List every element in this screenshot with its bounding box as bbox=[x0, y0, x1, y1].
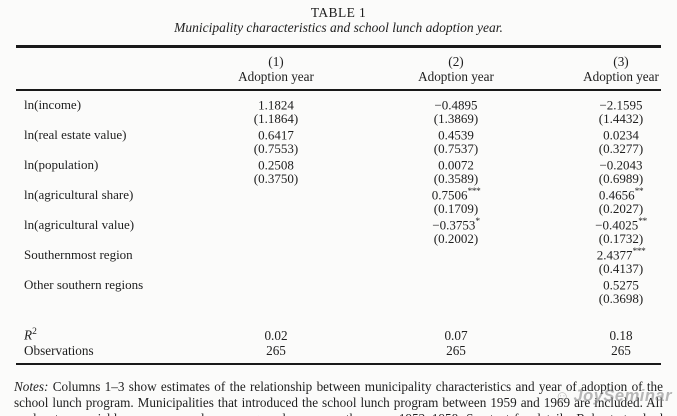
watermark: ☺ JoySeminar bbox=[555, 387, 672, 406]
se-value: (1.1864) bbox=[253, 110, 299, 126]
se-value: (0.7553) bbox=[253, 140, 299, 156]
se-value: (1.4432) bbox=[598, 110, 644, 126]
column-label-2: Adoption year bbox=[418, 68, 494, 84]
coef-value: 2.4377*** bbox=[596, 247, 646, 263]
notes-label: Notes: bbox=[14, 379, 49, 395]
stats-block: R2 0.02 0.07 0.18 Observations 265 265 2… bbox=[0, 306, 677, 363]
row-label: Southernmost region bbox=[24, 247, 133, 263]
coef-value: 0.2508 bbox=[258, 157, 294, 173]
coef-value: −2.1595 bbox=[599, 97, 643, 113]
table-header: (1) (2) (3) Adoption year Adoption year … bbox=[0, 48, 677, 89]
se-value: (0.1732) bbox=[598, 230, 644, 246]
se-value: (0.6989) bbox=[598, 170, 644, 186]
coef-value: 0.7506*** bbox=[431, 187, 481, 203]
table-row: Southernmost region 2.4377*** (0.4137) bbox=[0, 246, 677, 276]
se-value: (0.2027) bbox=[598, 200, 644, 216]
row-label: ln(agricultural value) bbox=[24, 217, 135, 233]
se-value: (0.3589) bbox=[433, 170, 479, 186]
table-subtitle: Municipality characteristics and school … bbox=[174, 20, 503, 35]
row-label: Other southern regions bbox=[24, 277, 144, 293]
r2-value: 0.18 bbox=[609, 327, 633, 343]
observations-label: Observations bbox=[24, 342, 94, 358]
r2-value: 0.02 bbox=[264, 327, 288, 343]
table-row: ln(agricultural share) 0.7506*** 0.4656*… bbox=[0, 186, 677, 216]
coef-value: 0.5275 bbox=[603, 277, 639, 293]
column-label-3: Adoption year bbox=[583, 68, 659, 84]
column-label-1: Adoption year bbox=[238, 68, 314, 84]
top-rule bbox=[16, 45, 661, 48]
r2-value: 0.07 bbox=[444, 327, 468, 343]
table-title: TABLE 1 bbox=[310, 5, 367, 20]
coef-value: −0.3753* bbox=[432, 217, 480, 233]
column-number-1: (1) bbox=[268, 53, 284, 69]
table-title-block: TABLE 1 Municipality characteristics and… bbox=[0, 0, 677, 36]
notes-body: Columns 1–3 show estimates of the relati… bbox=[14, 379, 663, 416]
row-label: ln(population) bbox=[24, 157, 99, 173]
coef-value: 0.4656** bbox=[598, 187, 644, 203]
se-value: (0.4137) bbox=[598, 261, 644, 276]
r2-label: R2 bbox=[24, 327, 37, 343]
observations-value: 265 bbox=[446, 342, 466, 358]
table-body: ln(income) 1.1824 −0.4895 −2.1595 (1.186… bbox=[0, 91, 677, 306]
coef-value: 1.1824 bbox=[258, 97, 294, 113]
coef-value: −0.2043 bbox=[599, 157, 643, 173]
table-row: Other southern regions 0.5275 (0.3698) bbox=[0, 276, 677, 306]
coef-value: 0.4539 bbox=[438, 127, 474, 143]
watermark-logo-icon: ☺ bbox=[554, 388, 571, 405]
table-row: ln(income) 1.1824 −0.4895 −2.1595 (1.186… bbox=[0, 96, 677, 126]
table-row: ln(agricultural value) −0.3753* −0.4025*… bbox=[0, 216, 677, 246]
watermark-text: JoySeminar bbox=[573, 387, 672, 405]
coef-value: 0.0234 bbox=[603, 127, 639, 143]
column-number-3: (3) bbox=[613, 53, 629, 69]
se-value: (0.3277) bbox=[598, 140, 644, 156]
se-value: (0.7537) bbox=[433, 140, 479, 156]
row-label: ln(income) bbox=[24, 97, 82, 113]
coef-value: 0.0072 bbox=[438, 157, 474, 173]
column-number-2: (2) bbox=[448, 53, 464, 69]
header-rule bbox=[16, 88, 661, 91]
observations-value: 265 bbox=[611, 342, 631, 358]
coef-value: −0.4025** bbox=[595, 217, 647, 233]
observations-value: 265 bbox=[266, 342, 286, 358]
row-label: ln(real estate value) bbox=[24, 127, 127, 143]
coef-value: −0.4895 bbox=[434, 97, 478, 113]
se-value: (0.1709) bbox=[433, 200, 479, 216]
bottom-rule bbox=[16, 362, 661, 366]
se-value: (0.2002) bbox=[433, 230, 479, 246]
table-row: ln(real estate value) 0.6417 0.4539 0.02… bbox=[0, 126, 677, 156]
table-row: ln(population) 0.2508 0.0072 −0.2043 (0.… bbox=[0, 156, 677, 186]
row-label: ln(agricultural share) bbox=[24, 187, 134, 203]
table-notes: Notes: Columns 1–3 show estimates of the… bbox=[14, 379, 663, 416]
se-value: (1.3869) bbox=[433, 110, 479, 126]
se-value: (0.3698) bbox=[598, 291, 644, 307]
se-value: (0.3750) bbox=[253, 170, 299, 186]
coef-value: 0.6417 bbox=[258, 127, 294, 143]
